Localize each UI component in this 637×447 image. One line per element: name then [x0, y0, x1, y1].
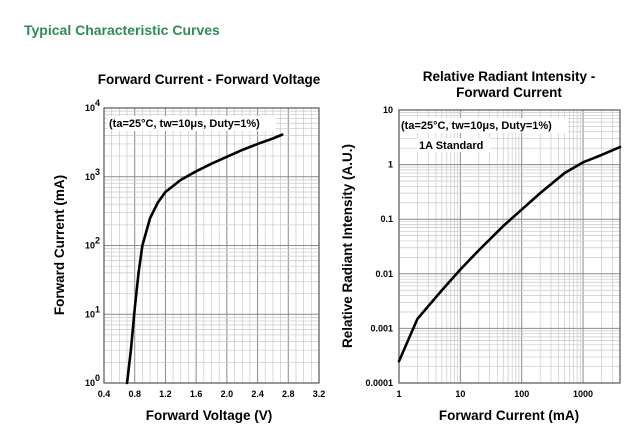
chart-relative-intensity-vs-current: 1 10 100 1000 0.0001 0.001 0.01 0.1 1 10 (ta=25°C,…	[340, 69, 622, 423]
x-tick-label: 2.0	[221, 389, 234, 399]
series-line	[397, 145, 622, 363]
y-tick-exponent: 3	[95, 167, 100, 177]
y-tick-label: 0.0001	[365, 378, 393, 388]
plot-frame	[103, 107, 320, 384]
x-tick-label: 100	[514, 389, 529, 399]
y-tick-label: 1	[388, 160, 393, 170]
y-tick-label: 10	[383, 105, 393, 115]
annotation-standard: 1A Standard	[419, 140, 483, 152]
x-tick-label: 1	[396, 389, 401, 399]
y-tick-label: 10	[85, 309, 95, 319]
x-tick-label: 1000	[573, 389, 593, 399]
y-axis-label: Forward Current (mA)	[52, 175, 67, 315]
chart-title-line: Relative Radiant Intensity -	[423, 69, 596, 84]
y-tick-label: 0.001	[370, 323, 393, 333]
y-tick-label: 10	[85, 103, 95, 113]
y-tick-exponent: 0	[95, 373, 100, 383]
series-line	[125, 133, 284, 385]
y-tick-label: 0.01	[375, 269, 393, 279]
x-tick-label: 1.6	[190, 389, 203, 399]
y-tick-exponent: 4	[95, 98, 100, 108]
x-tick-label: 0.8	[128, 389, 141, 399]
y-tick-exponent: 2	[95, 236, 100, 246]
section-title: Typical Characteristic Curves	[24, 22, 220, 38]
y-tick-label: 10	[85, 241, 95, 251]
y-tick-label: 10	[85, 172, 95, 182]
x-tick-label: 2.8	[282, 389, 295, 399]
x-tick-label: 2.4	[251, 389, 264, 399]
y-tick-exponent: 1	[95, 304, 100, 314]
x-tick-label: 1.2	[159, 389, 172, 399]
plot-frame	[398, 109, 621, 384]
x-tick-label: 3.2	[313, 389, 326, 399]
y-axis-label: Relative Radiant Intensity (A.U.)	[340, 144, 355, 348]
annotation-conditions: (ta=25°C, tw=10μs, Duty=1%)	[109, 118, 260, 130]
x-tick-label: 10	[455, 389, 465, 399]
x-tick-label: 0.4	[98, 389, 111, 399]
x-axis-label: Forward Voltage (V)	[146, 408, 273, 423]
annotation-conditions: (ta=25°C, tw=10μs, Duty=1%)	[401, 120, 552, 132]
annotation2-bg	[417, 138, 490, 152]
y-tick-label: 0.1	[380, 214, 393, 224]
y-tick-label: 10	[85, 378, 95, 388]
annotation-bg	[107, 116, 276, 131]
x-axis-label: Forward Current (mA)	[439, 408, 579, 423]
chart-title-line: Forward Current	[456, 85, 562, 100]
chart-title: Forward Current - Forward Voltage	[98, 72, 321, 87]
annotation-bg	[400, 118, 568, 133]
